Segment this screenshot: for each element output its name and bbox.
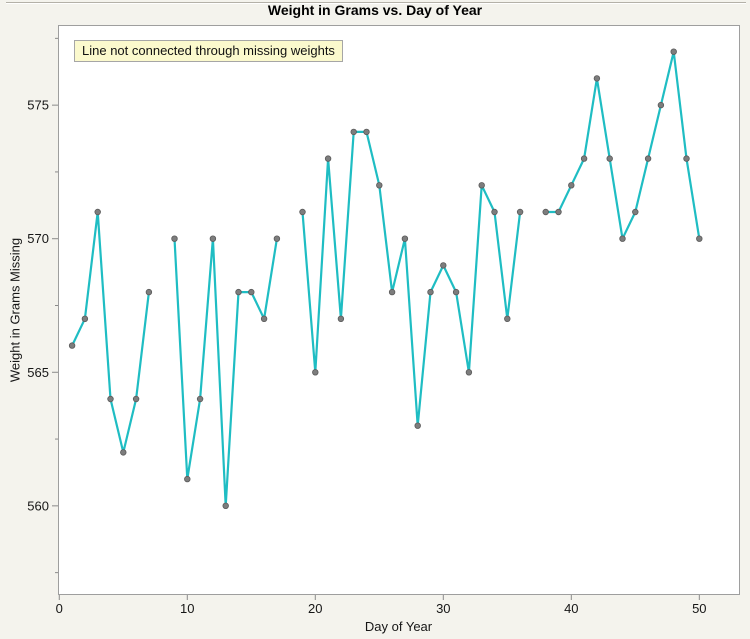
data-point[interactable] (542, 208, 549, 216)
data-point[interactable] (376, 182, 383, 189)
data-point[interactable] (363, 128, 370, 136)
svg-text:10: 10 (180, 601, 194, 616)
report-separator (6, 2, 746, 3)
data-point[interactable] (388, 288, 396, 296)
data-point[interactable] (81, 315, 89, 322)
data-point[interactable] (696, 235, 703, 242)
data-point[interactable] (657, 101, 665, 109)
svg-text:560: 560 (27, 498, 49, 513)
annotation-box[interactable]: Line not connected through missing weigh… (74, 40, 343, 62)
data-point[interactable] (184, 475, 191, 483)
data-point[interactable] (132, 395, 140, 403)
data-point[interactable] (555, 208, 562, 216)
data-point[interactable] (145, 288, 153, 296)
data-point[interactable] (68, 342, 76, 349)
data-point[interactable] (632, 208, 639, 216)
data-point[interactable] (235, 288, 242, 296)
svg-text:570: 570 (27, 231, 49, 246)
data-point[interactable] (401, 235, 409, 242)
data-point[interactable] (619, 235, 626, 242)
data-point[interactable] (324, 155, 332, 162)
data-point[interactable] (683, 155, 690, 162)
data-point[interactable] (260, 315, 268, 322)
svg-text:565: 565 (27, 365, 49, 380)
svg-text:30: 30 (436, 601, 450, 616)
data-markers[interactable] (68, 48, 703, 509)
data-point[interactable] (504, 315, 511, 322)
svg-text:40: 40 (564, 601, 578, 616)
data-point[interactable] (312, 369, 319, 376)
data-point[interactable] (580, 155, 588, 162)
y-axis-ticks: 560 565 570 575 (27, 37, 58, 574)
data-point[interactable] (171, 235, 178, 242)
y-axis-label: Weight in Grams Missing (7, 237, 23, 383)
data-point[interactable] (516, 208, 524, 216)
svg-text:20: 20 (308, 601, 322, 616)
data-point[interactable] (107, 395, 114, 403)
data-point[interactable] (606, 155, 613, 162)
data-point[interactable] (452, 288, 460, 296)
svg-text:575: 575 (27, 98, 49, 113)
data-point[interactable] (670, 48, 677, 55)
data-point[interactable] (440, 262, 447, 269)
svg-text:0: 0 (56, 601, 63, 616)
data-point[interactable] (196, 395, 204, 403)
data-point[interactable] (120, 449, 127, 456)
data-point[interactable] (414, 422, 421, 429)
plot-frame (58, 25, 740, 595)
data-point[interactable] (209, 235, 217, 242)
svg-text:50: 50 (692, 601, 706, 616)
data-point[interactable] (350, 128, 357, 136)
data-point[interactable] (465, 369, 473, 376)
data-point[interactable] (427, 288, 434, 296)
chart-title: Weight in Grams vs. Day of Year (267, 2, 483, 18)
data-point[interactable] (222, 502, 229, 509)
data-point[interactable] (337, 315, 345, 322)
data-point[interactable] (299, 208, 306, 216)
data-point[interactable] (273, 235, 281, 242)
data-point[interactable] (248, 288, 255, 296)
data-point[interactable] (568, 182, 575, 189)
x-axis-ticks: 0 10 20 30 40 50 (56, 595, 707, 616)
data-point[interactable] (94, 208, 101, 216)
data-point[interactable] (644, 155, 652, 162)
data-point[interactable] (478, 182, 485, 189)
x-axis-label: Day of Year (364, 619, 433, 634)
data-point[interactable] (491, 208, 498, 216)
data-point[interactable] (593, 75, 601, 82)
